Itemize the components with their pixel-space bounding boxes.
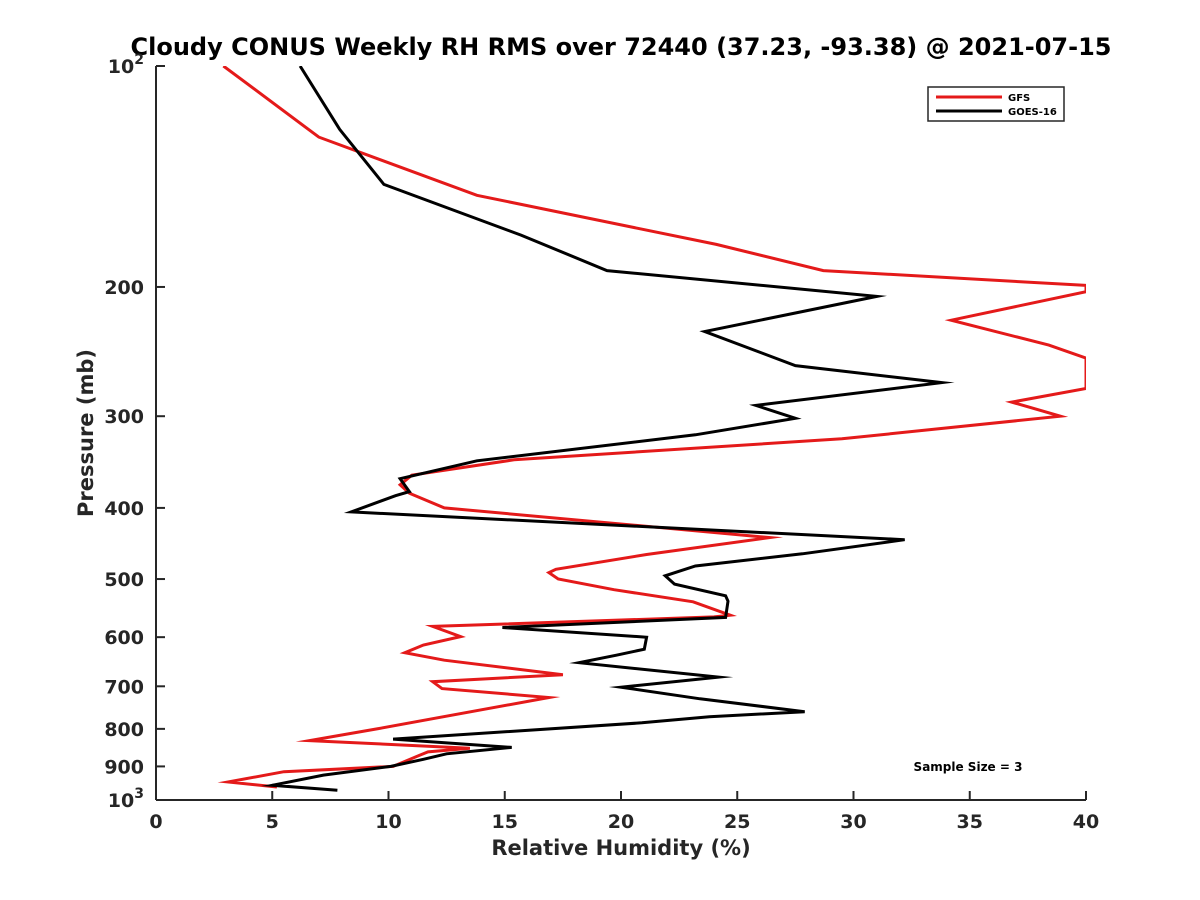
legend: GFS GOES-16: [927, 86, 1065, 122]
y-tick-label: 300: [104, 406, 144, 428]
y-axis-label: Pressure (mb): [74, 349, 98, 517]
x-tick-label: 5: [266, 811, 279, 833]
y-tick-label: 800: [104, 719, 144, 741]
legend-box: [927, 86, 1065, 122]
series-line-goes-16: [261, 66, 955, 792]
x-tick-label: 40: [1073, 811, 1099, 833]
y-tick-label: 103: [108, 786, 144, 812]
x-tick-label: 15: [492, 811, 518, 833]
legend-label: GOES-16: [1008, 107, 1057, 118]
x-tick-label: 20: [608, 811, 634, 833]
legend-label: GFS: [1008, 93, 1030, 104]
y-tick-label: 200: [104, 277, 144, 299]
x-tick-label: 35: [957, 811, 983, 833]
x-axis-label: Relative Humidity (%): [491, 836, 750, 860]
y-tick-label: 600: [104, 627, 144, 649]
y-axis-ticks: 102 200 300 400 500 600 700 800 900 103: [104, 52, 165, 812]
x-tick-label: 0: [149, 811, 162, 833]
y-tick-label: 102: [108, 52, 144, 78]
plot-area: [155, 66, 1086, 801]
y-tick-label: 500: [104, 569, 144, 591]
x-tick-label: 30: [840, 811, 866, 833]
y-tick-label: 400: [104, 498, 144, 520]
y-tick-label: 900: [104, 756, 144, 778]
chart-title: Cloudy CONUS Weekly RH RMS over 72440 (3…: [131, 33, 1112, 61]
series-line-gfs: [217, 66, 1086, 789]
x-axis-ticks: 0 5 10 15 20 25 30 35 40: [149, 791, 1099, 833]
sample-size-annotation: Sample Size = 3: [914, 760, 1023, 774]
x-tick-label: 25: [724, 811, 750, 833]
x-tick-label: 10: [375, 811, 401, 833]
y-tick-label: 700: [104, 676, 144, 698]
series-lines: [217, 66, 1086, 792]
